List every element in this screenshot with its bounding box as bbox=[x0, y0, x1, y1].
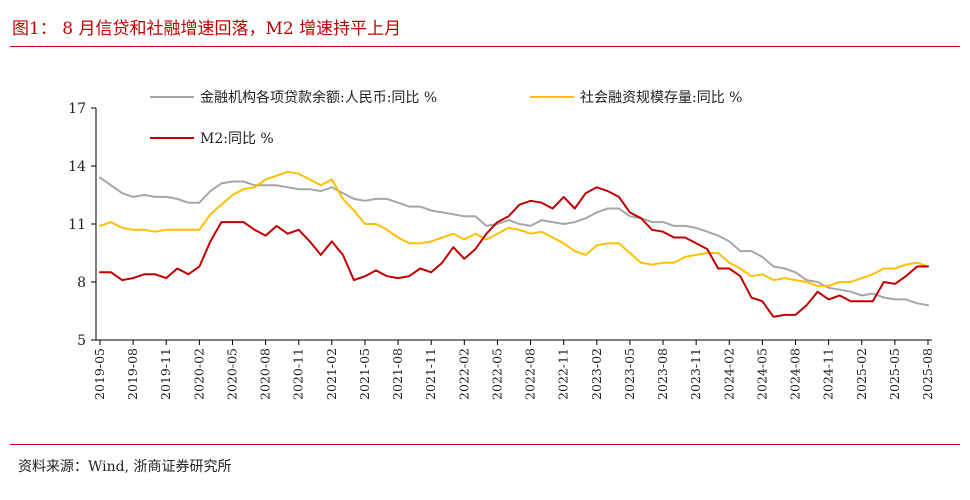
x-tick-label: 2025-08 bbox=[920, 348, 935, 400]
x-tick-label: 2024-08 bbox=[788, 348, 803, 400]
legend-label-1: 金融机构各项贷款余额:人民币:同比 % bbox=[200, 89, 437, 106]
title-rule bbox=[10, 46, 960, 47]
x-tick-label: 2022-05 bbox=[489, 348, 504, 400]
x-tick-label: 2022-02 bbox=[456, 348, 471, 400]
x-tick-label: 2024-05 bbox=[754, 348, 769, 400]
x-tick-label: 2020-08 bbox=[258, 348, 273, 400]
legend-label-3: M2:同比 % bbox=[200, 131, 274, 147]
series-line-2 bbox=[99, 170, 929, 287]
x-tick-label: 2021-11 bbox=[423, 348, 438, 400]
line-chart: 5 8 11 14 17 2019-05 2019-08 2019-11 2020-02 2020… bbox=[68, 89, 935, 400]
x-tick-label: 2024-11 bbox=[821, 348, 836, 400]
chart-legend: 金融机构各项贷款余额:人民币:同比 % 社会融资规模存量:同比 % M2:同比 % bbox=[150, 89, 742, 147]
x-tick-label: 2024-02 bbox=[721, 348, 736, 400]
legend-label-2: 社会融资规模存量:同比 % bbox=[580, 90, 742, 106]
x-tick-label: 2020-11 bbox=[291, 348, 306, 400]
x-tick-label: 2023-11 bbox=[688, 348, 703, 400]
x-tick-label: 2021-05 bbox=[357, 348, 372, 400]
x-tick-label: 2022-11 bbox=[556, 348, 571, 400]
x-tick-label: 2023-05 bbox=[622, 348, 637, 400]
y-tick-label: 11 bbox=[68, 217, 86, 233]
x-tick-label: 2019-08 bbox=[125, 348, 140, 400]
y-tick-label: 8 bbox=[77, 275, 86, 291]
x-tick-label: 2023-02 bbox=[589, 348, 604, 400]
chart-axes: 5 8 11 14 17 2019-05 2019-08 2019-11 2020-02 2020… bbox=[68, 101, 935, 400]
footer-rule bbox=[10, 444, 960, 445]
series-line-3 bbox=[99, 186, 929, 318]
y-tick-label: 5 bbox=[77, 333, 86, 349]
x-tick-label: 2019-05 bbox=[92, 348, 107, 400]
x-tick-label: 2020-05 bbox=[224, 348, 239, 400]
x-tick-label: 2019-11 bbox=[158, 348, 173, 400]
x-tick-label: 2020-02 bbox=[191, 348, 206, 400]
x-tick-label: 2025-05 bbox=[887, 348, 902, 400]
y-tick-label: 17 bbox=[68, 101, 86, 117]
x-tick-label: 2021-02 bbox=[324, 348, 339, 400]
series-line-1 bbox=[99, 176, 929, 307]
source-note: 资料来源：Wind, 浙商证券研究所 bbox=[18, 459, 232, 475]
x-tick-label: 2023-08 bbox=[655, 348, 670, 400]
x-tick-label: 2021-08 bbox=[390, 348, 405, 400]
figure-title: 图1： 8 月信贷和社融增速回落，M2 增速持平上月 bbox=[12, 19, 402, 39]
x-tick-label: 2025-02 bbox=[854, 348, 869, 400]
chart-series bbox=[99, 170, 929, 318]
y-tick-label: 14 bbox=[68, 159, 86, 175]
x-tick-label: 2022-08 bbox=[523, 348, 538, 400]
